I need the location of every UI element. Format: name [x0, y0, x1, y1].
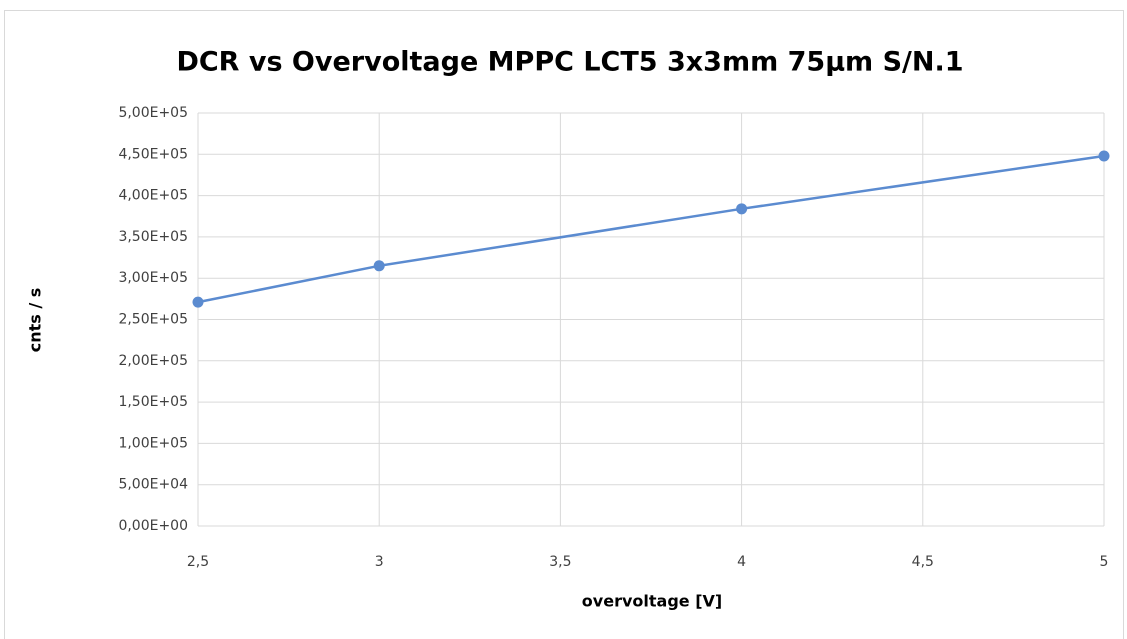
chart-frame: [4, 10, 1124, 639]
y-tick-label: 4,50E+05: [118, 146, 188, 162]
y-axis-label: cnts / s: [26, 288, 45, 353]
x-tick-label: 3: [375, 554, 384, 570]
y-tick-label: 3,50E+05: [118, 229, 188, 245]
x-tick-label: 3,5: [549, 554, 571, 570]
y-tick-label: 3,00E+05: [118, 270, 188, 286]
data-point: [1098, 150, 1110, 162]
y-tick-label: 0,00E+00: [118, 518, 188, 534]
y-tick-label: 5,00E+05: [118, 105, 188, 121]
x-tick-label: 2,5: [187, 554, 209, 570]
x-tick-label: 4,5: [912, 554, 934, 570]
data-point: [373, 260, 385, 272]
x-axis-label: overvoltage [V]: [582, 592, 722, 611]
data-line: [197, 154, 1105, 304]
y-tick-label: 2,50E+05: [118, 312, 188, 328]
y-tick-label: 1,00E+05: [118, 435, 188, 451]
data-point: [736, 203, 748, 215]
y-tick-label: 1,50E+05: [118, 394, 188, 410]
y-tick-label: 5,00E+04: [118, 477, 188, 493]
chart-title: DCR vs Overvoltage MPPC LCT5 3x3mm 75µm …: [176, 47, 963, 78]
data-point: [192, 296, 204, 308]
y-tick-label: 4,00E+05: [118, 188, 188, 204]
x-tick-label: 5: [1100, 554, 1109, 570]
y-tick-label: 2,00E+05: [118, 353, 188, 369]
x-tick-label: 4: [737, 554, 746, 570]
